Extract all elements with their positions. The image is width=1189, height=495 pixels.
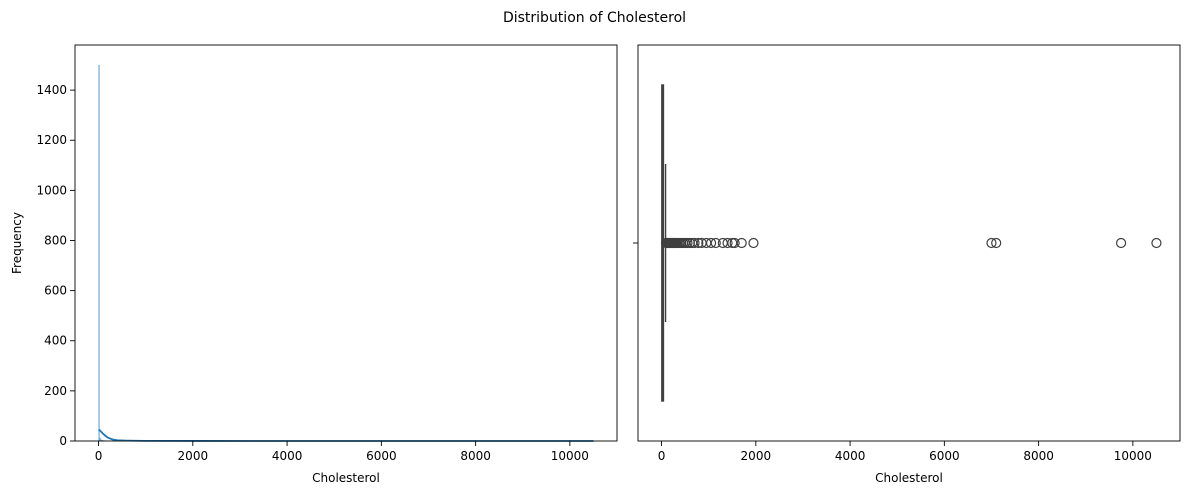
- histogram-x-tick-label: 10000: [551, 449, 589, 463]
- histogram-x-tick-label: 2000: [178, 449, 209, 463]
- histogram-y-label: Frequency: [10, 212, 24, 274]
- histogram-y-tick-label: 1400: [36, 83, 67, 97]
- histogram-x-label: Cholesterol: [312, 471, 380, 485]
- kde-line: [98, 428, 594, 442]
- histogram-y-tick-label: 1000: [36, 183, 67, 197]
- boxplot-outlier-point: [729, 237, 740, 249]
- boxplot-outlier-point: [689, 237, 700, 249]
- histogram-y-tick-label: 0: [59, 434, 67, 448]
- boxplot-x-tick-label: 2000: [741, 449, 772, 463]
- boxplot-x-tick-label: 8000: [1023, 449, 1054, 463]
- histogram-panel: 0 2000 4000 6000 8000 10000 0 200 400 600 800 1000…: [10, 44, 618, 485]
- boxplot-x-tick-label: 6000: [929, 449, 960, 463]
- boxplot-outlier-point: [1115, 237, 1127, 249]
- boxplot-panel: 0 2000 4000 6000 8000 10000 Cholesterol: [633, 44, 1181, 485]
- boxplot-x-tick-label: 0: [658, 449, 666, 463]
- histogram-x-tick-label: 0: [95, 449, 103, 463]
- histogram-frame: [74, 44, 618, 442]
- boxplot-outlier-point: [1151, 237, 1162, 249]
- boxplot-outlier-point: [986, 237, 997, 249]
- histogram-x-tick-label: 4000: [272, 449, 303, 463]
- histogram-x-tick-label: 8000: [460, 449, 491, 463]
- histogram-bar: [98, 64, 100, 442]
- boxplot-outlier-point: [710, 237, 721, 249]
- boxplot-outlier-point: [991, 237, 1002, 249]
- histogram-x-tick-label: 6000: [366, 449, 397, 463]
- histogram-y-tick-label: 600: [44, 284, 67, 298]
- boxplot-outlier-point: [722, 237, 733, 249]
- histogram-y-ticks: 0 200 400 600 800 1000 1200 1400: [36, 83, 75, 448]
- boxplot-outlier-point: [748, 237, 759, 249]
- boxplot-frame: [637, 44, 1181, 442]
- boxplot-outliers: [660, 237, 1162, 249]
- histogram-y-tick-label: 800: [44, 233, 67, 247]
- histogram-x-ticks: 0 2000 4000 6000 8000 10000: [95, 441, 589, 463]
- boxplot-x-label: Cholesterol: [875, 471, 943, 485]
- boxplot-outlier-point: [736, 237, 747, 249]
- histogram-y-tick-label: 1200: [36, 133, 67, 147]
- boxplot-outlier-point: [693, 237, 704, 249]
- figure-title: Distribution of Cholesterol: [503, 10, 686, 26]
- boxplot-x-tick-label: 10000: [1114, 449, 1152, 463]
- boxplot-x-tick-label: 4000: [835, 449, 866, 463]
- histogram-bars: [98, 64, 108, 442]
- histogram-y-tick-label: 400: [44, 334, 67, 348]
- histogram-y-tick-label: 200: [44, 384, 67, 398]
- boxplot-x-ticks: 0 2000 4000 6000 8000 10000: [658, 441, 1152, 463]
- boxplot-outlier-point: [705, 237, 717, 249]
